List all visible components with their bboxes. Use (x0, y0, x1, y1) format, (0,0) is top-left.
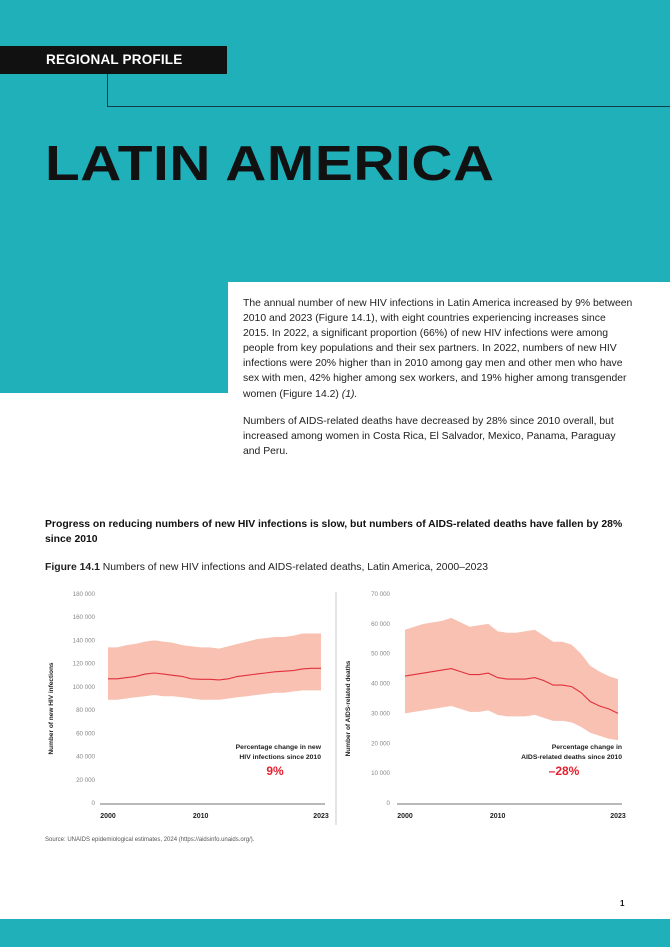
annotation-value: –28% (549, 764, 580, 778)
y-tick-label: 20 000 (371, 740, 390, 747)
x-tick-label: 2000 (100, 813, 116, 820)
x-tick-label: 2023 (313, 813, 329, 820)
page-title: LATIN AMERICA (45, 137, 495, 191)
y-tick-label: 0 (387, 800, 391, 807)
y-tick-label: 0 (92, 800, 96, 807)
y-tick-label: 180 000 (73, 591, 96, 598)
x-tick-label: 2010 (490, 813, 506, 820)
figure-caption-text: Numbers of new HIV infections and AIDS-r… (99, 562, 489, 573)
intro-reference: (1). (341, 388, 358, 400)
section-tag: REGIONAL PROFILE (0, 46, 227, 74)
figure-caption-label: Figure 14.1 (45, 562, 100, 573)
annotation-label-line-2: AIDS-related deaths since 2010 (521, 754, 622, 761)
y-tick-label: 20 000 (76, 777, 95, 784)
y-tick-label: 80 000 (76, 707, 95, 714)
estimate-line (404, 668, 619, 714)
chart-aids-deaths: 0 10 000 20 000 30 000 40 000 50 000 60 000 70 … (345, 591, 626, 820)
y-tick-label: 140 000 (73, 637, 96, 644)
y-tick-label: 40 000 (76, 754, 95, 761)
source-note: Source: UNAIDS epidemiological estimates… (45, 837, 255, 843)
estimate-line (108, 667, 321, 681)
intro-text: The annual number of new HIV infections … (243, 296, 633, 471)
x-tick-label: 2010 (193, 813, 209, 820)
figure-headline: Progress on reducing numbers of new HIV … (45, 519, 623, 545)
footer-bar (0, 919, 670, 947)
intro-paragraph-1-text: The annual number of new HIV infections … (243, 298, 633, 400)
y-tick-label: 10 000 (371, 770, 390, 777)
y-tick-label: 60 000 (371, 621, 390, 628)
y-tick-label: 30 000 (371, 710, 390, 717)
y-axis-label: Number of AIDS-related deaths (345, 660, 352, 756)
y-tick-label: 120 000 (73, 661, 96, 668)
page-number: 1 (620, 899, 625, 908)
x-tick-label: 2023 (610, 813, 626, 820)
figure-charts: 0 20 000 40 000 60 000 80 000 100 000 120 000 1… (48, 591, 626, 825)
annotation-label-line-1: Percentage change in new (236, 744, 322, 751)
y-tick-label: 50 000 (371, 651, 390, 658)
y-tick-label: 100 000 (73, 684, 96, 691)
intro-panel (228, 282, 670, 462)
y-tick-label: 70 000 (371, 591, 390, 598)
y-tick-label: 60 000 (76, 730, 95, 737)
chart-new-infections: 0 20 000 40 000 60 000 80 000 100 000 120 000 1… (48, 591, 329, 820)
intro-paragraph-2: Numbers of AIDS-related deaths have decr… (243, 415, 616, 457)
annotation-label-line-1: Percentage change in (552, 744, 622, 751)
x-tick-label: 2000 (397, 813, 413, 820)
intro-paragraph-1: The annual number of new HIV infections … (243, 296, 633, 402)
annotation-label-line-2: HIV infections since 2010 (239, 754, 321, 761)
y-tick-label: 40 000 (371, 681, 390, 688)
y-axis-label: Number of new HIV infections (48, 662, 55, 754)
annotation-value: 9% (266, 764, 284, 778)
header-rule-horizontal (108, 106, 670, 107)
header-rule-vertical (107, 74, 108, 107)
y-tick-label: 160 000 (73, 614, 96, 621)
uncertainty-band (108, 633, 321, 700)
figure-caption: Figure 14.1 Numbers of new HIV infection… (45, 562, 645, 573)
